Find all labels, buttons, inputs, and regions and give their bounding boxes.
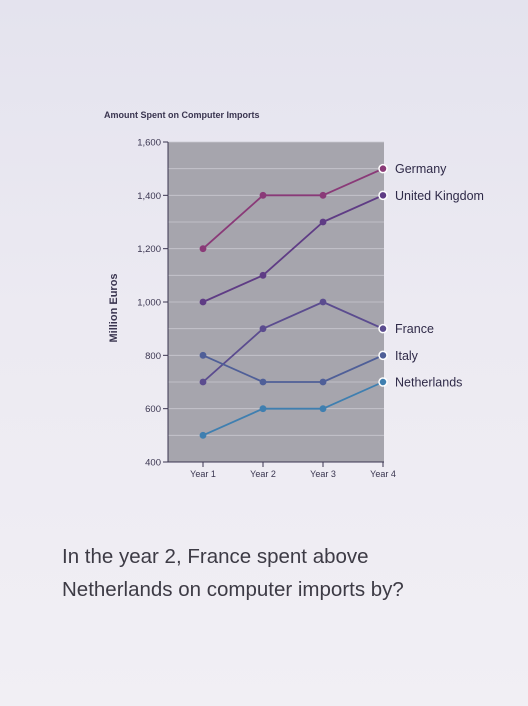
question-text: In the year 2, France spent above Nether… [62, 540, 502, 606]
y-tick-label: 800 [145, 351, 161, 362]
point-united-kingdom [259, 271, 267, 279]
point-france [199, 378, 207, 386]
y-axis: 1,600 1,400 1,200 1,000 800 600 400 [137, 138, 169, 469]
point-netherlands [199, 431, 207, 439]
series-line-france [202, 301, 384, 383]
point-netherlands [319, 405, 327, 413]
legend-label-netherlands: Netherlands [395, 376, 462, 390]
legend-label-united-kingdom: United Kingdom [395, 189, 484, 203]
chart-title: Amount Spent on Computer Imports [104, 110, 260, 120]
y-tick-label: 400 [145, 458, 161, 469]
x-tick-label: Year 2 [250, 469, 276, 479]
y-tick-label: 1,200 [137, 244, 161, 255]
legend: Germany United Kingdom France Italy Netherla… [395, 162, 484, 389]
question-line-1: In the year 2, France spent above [62, 545, 369, 568]
legend-label-france: France [395, 322, 434, 336]
point-germany [378, 163, 388, 174]
series-lines [199, 163, 388, 439]
point-france [378, 323, 388, 334]
series-line-germany [202, 167, 384, 250]
point-united-kingdom [319, 218, 327, 226]
point-germany [199, 245, 207, 253]
question-line-2: Netherlands on computer imports by? [62, 578, 404, 601]
point-italy [378, 350, 388, 361]
point-germany [319, 191, 327, 199]
x-tick-label: Year 3 [310, 469, 336, 479]
point-germany [259, 191, 267, 199]
series-line-netherlands [202, 381, 384, 437]
point-netherlands [378, 377, 388, 387]
x-tick-label: Year 1 [190, 469, 216, 479]
point-italy [319, 378, 327, 386]
y-tick-label: 1,600 [137, 138, 161, 149]
y-tick-label: 1,000 [137, 298, 161, 309]
y-tick-label: 1,400 [137, 191, 161, 202]
legend-label-italy: Italy [395, 349, 419, 363]
x-tick-label: Year 4 [370, 469, 396, 479]
y-tick-label: 600 [145, 404, 161, 415]
point-netherlands [259, 405, 267, 413]
point-united-kingdom [199, 298, 207, 306]
legend-label-germany: Germany [395, 162, 447, 176]
series-line-italy [202, 354, 384, 383]
point-united-kingdom [378, 190, 388, 201]
series-line-united-kingdom [202, 194, 384, 303]
x-axis: Year 1 Year 2 Year 3 Year 4 [168, 461, 396, 479]
point-italy [259, 378, 267, 386]
point-france [319, 298, 327, 306]
point-italy [199, 351, 207, 359]
point-france [259, 325, 267, 333]
y-axis-label: Million Euros [108, 273, 120, 342]
